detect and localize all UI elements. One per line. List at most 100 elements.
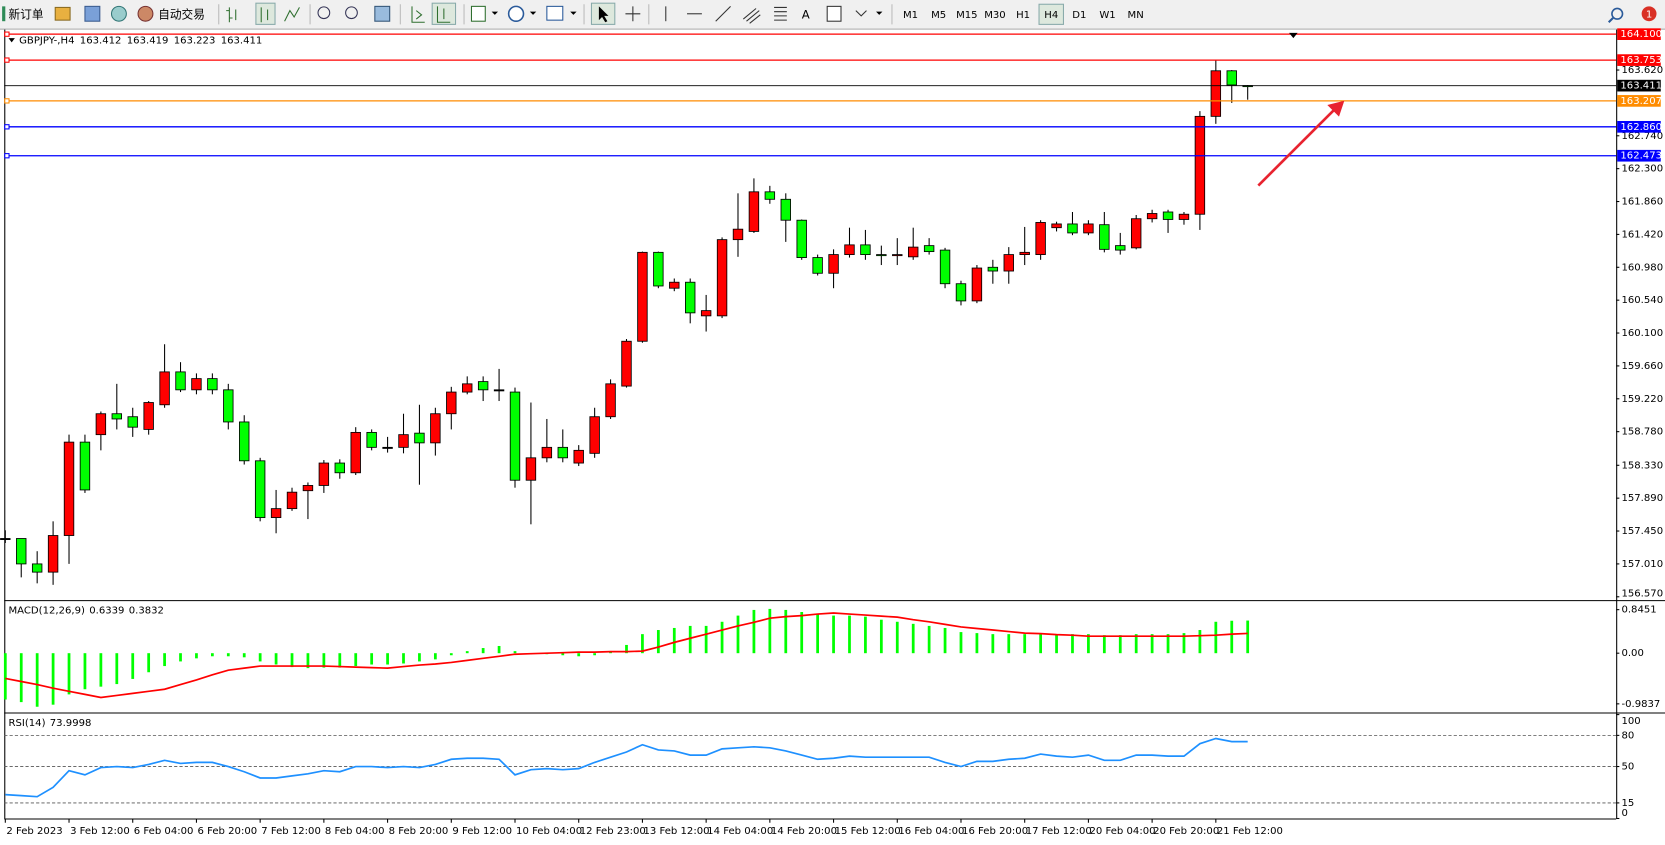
candle-body [1083,223,1094,234]
candle-body [796,219,807,258]
candle-body [302,485,314,492]
macd-signal-line [5,612,1248,699]
header-triangle[interactable] [8,38,15,43]
icon-autoscroll[interactable] [411,6,425,23]
level-tag-label: 162.473 [1620,151,1662,162]
icon-shift[interactable] [436,6,451,23]
x-tick-label: 20 Feb 20:00 [1153,826,1219,837]
level-handle [4,153,10,159]
x-tick-label: 2 Feb 2023 [6,826,62,837]
candle-body [637,251,648,342]
candle-body [414,432,425,444]
candle-body [573,449,584,464]
dropdown-arrow[interactable] [876,11,883,15]
x-tick-label: 3 Feb 12:00 [70,826,130,837]
icon-candles[interactable] [260,7,269,23]
icon-zoom-out[interactable] [345,6,358,20]
level-handle [4,57,10,63]
icon-tile[interactable] [374,5,391,22]
icon-history[interactable] [84,5,101,22]
auto-trading-button[interactable]: 自动交易 [158,7,205,21]
indicator-title: MACD(12,26,9) [8,606,85,617]
candle-body [509,391,521,481]
icon-cursor[interactable] [598,6,609,23]
chart-type-buttons[interactable] [226,2,300,25]
candle-body [1226,70,1237,86]
icon-bar-chart[interactable] [226,7,237,23]
timeframe-button[interactable]: M15 [956,10,978,21]
notification-badge[interactable] [1641,6,1657,22]
x-tick-label: 6 Feb 20:00 [198,826,258,837]
dropdown-arrow[interactable] [570,11,577,15]
timeframe-active[interactable] [1038,3,1064,25]
level-tag [1617,28,1661,41]
dropdown-arrow[interactable] [491,11,499,15]
candle-body [700,310,712,317]
candle-body [270,508,282,519]
icon-fibonacci[interactable] [774,6,787,21]
icon-search[interactable] [1611,7,1624,20]
icon-label[interactable] [826,5,842,22]
candle-body [1162,211,1174,220]
candle-body [939,249,951,285]
icon-crosshair[interactable] [625,6,641,22]
timeframe-button[interactable]: W1 [1099,10,1115,21]
candle-body [493,389,505,392]
candle-body [669,281,680,289]
timeframe-button[interactable]: H4 [1044,10,1058,21]
timeframe-button[interactable]: D1 [1072,10,1086,21]
candle-body [254,460,266,519]
y-tick-label: 159.660 [1621,361,1663,372]
header-low: 163.223 [174,35,216,46]
icon-trendline[interactable] [715,5,731,22]
icon-orders[interactable] [54,6,71,21]
y-tick-label: 50 [1621,762,1634,773]
new-order-button[interactable]: 新订单 [8,7,43,21]
icon-arrows[interactable] [855,10,867,17]
candle-body [446,391,457,415]
y-tick-label: 158.330 [1621,460,1663,471]
candle-body [764,191,776,200]
icon-zoom-in[interactable] [317,6,331,20]
y-tick-label: 163.620 [1621,65,1663,76]
text-tool[interactable]: A [802,7,810,21]
icon-search-handle[interactable] [1607,17,1614,24]
candle-body [653,251,664,287]
candle-body [175,371,186,391]
candle-body [223,389,234,423]
timeframe-button[interactable]: M30 [984,10,1006,21]
timeframe-button[interactable]: H1 [1016,10,1030,21]
level-handle [4,124,10,130]
candle-body [111,413,123,420]
y-tick-label: 157.890 [1621,493,1663,504]
y-tick-label: 0.00 [1621,648,1643,659]
icon-channel[interactable] [742,8,761,24]
candle-body [382,446,393,449]
candle-body [47,535,59,573]
candle-body [207,378,218,391]
candle-body [0,538,11,540]
indicator-header: RSI(14) 73.9998 [8,718,91,729]
timeframe-button[interactable]: M5 [931,10,946,21]
y-tick-label: 15 [1621,798,1634,809]
candle-body [860,244,871,256]
level-tag [1617,149,1661,162]
icon-periods[interactable] [507,5,525,22]
icon-line-chart[interactable] [284,7,300,22]
y-tick-label: 80 [1621,730,1634,741]
candle-body [334,462,345,474]
x-tick-label: 8 Feb 04:00 [325,826,385,837]
icon-auto-trading[interactable] [137,5,154,22]
candle-body [844,244,855,256]
candle-body [159,371,170,406]
dropdown-arrow[interactable] [529,11,537,15]
icon-signals[interactable] [110,5,127,22]
icon-candles-active[interactable] [255,2,276,25]
level-tag [1617,95,1661,107]
candle-body [95,413,107,436]
icon-indicators[interactable] [470,5,486,22]
timeframe-button[interactable]: MN [1128,10,1144,21]
icon-templates[interactable] [546,5,564,21]
timeframe-button[interactable]: M1 [903,10,918,21]
